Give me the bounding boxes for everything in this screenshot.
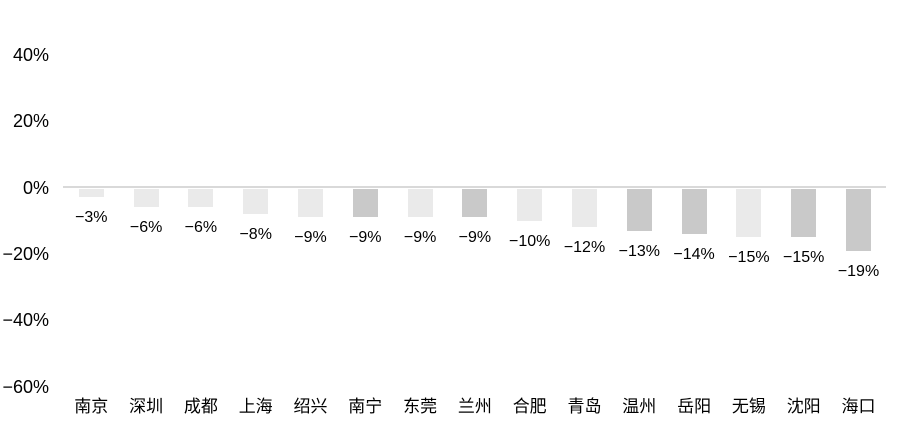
bar-海口 (846, 189, 871, 251)
data-label: −6% (184, 219, 218, 237)
bar-上海 (243, 189, 269, 215)
x-axis-category-label: 岳阳 (677, 397, 712, 416)
x-axis-category-label: 上海 (238, 397, 273, 416)
data-label: −10% (509, 232, 551, 250)
data-label: −9% (349, 229, 382, 247)
data-label: −8% (239, 226, 272, 244)
x-axis-category-label: 兰州 (457, 397, 492, 416)
x-axis-category-label: 深圳 (129, 397, 164, 416)
zero-axis-line (63, 186, 886, 188)
x-axis-category-label: 沈阳 (786, 397, 821, 416)
y-axis-tick-label: 0% (22, 177, 49, 198)
y-axis-tick-label: 40% (12, 44, 49, 65)
data-label: −13% (618, 242, 660, 260)
x-axis-category-label: 青岛 (567, 397, 602, 416)
y-axis-tick-label: −40% (2, 310, 49, 331)
data-label: −12% (563, 239, 606, 257)
bar-合肥 (517, 189, 543, 221)
bar-东莞 (407, 189, 433, 218)
bar-岳阳 (681, 189, 707, 234)
x-axis-category-label: 成都 (183, 397, 218, 416)
bar-深圳 (133, 189, 159, 208)
data-label: −14% (673, 245, 715, 263)
y-axis-tick-label: −20% (2, 243, 49, 264)
x-axis-category-label: 无锡 (731, 397, 766, 416)
x-axis-category-label: 温州 (622, 397, 657, 416)
data-label: −9% (294, 229, 327, 247)
bar-青岛 (572, 189, 597, 228)
data-label: −15% (783, 249, 825, 267)
x-axis-category-label: 绍兴 (293, 397, 328, 416)
x-axis-category-label: 东莞 (403, 397, 438, 416)
data-label: −6% (129, 219, 163, 237)
y-axis-tick-label: 20% (12, 111, 49, 132)
bar-南京 (78, 189, 104, 198)
y-axis-tick-label: −60% (2, 376, 49, 397)
bar-绍兴 (298, 189, 323, 218)
bar-沈阳 (791, 189, 817, 238)
bar-成都 (188, 189, 214, 208)
x-axis-category-label: 合肥 (512, 397, 547, 416)
bar-兰州 (462, 189, 488, 218)
x-axis-category-label: 海口 (841, 397, 876, 416)
data-label: −3% (75, 209, 108, 227)
bar-无锡 (736, 189, 762, 238)
x-axis-category-label: 南宁 (348, 397, 383, 416)
bar-温州 (626, 189, 652, 231)
data-label: −9% (403, 229, 437, 247)
data-label: −9% (458, 229, 492, 247)
data-label: −15% (728, 249, 770, 267)
bar-南宁 (352, 189, 378, 218)
data-label: −19% (837, 262, 880, 280)
x-axis-category-label: 南京 (74, 397, 109, 416)
